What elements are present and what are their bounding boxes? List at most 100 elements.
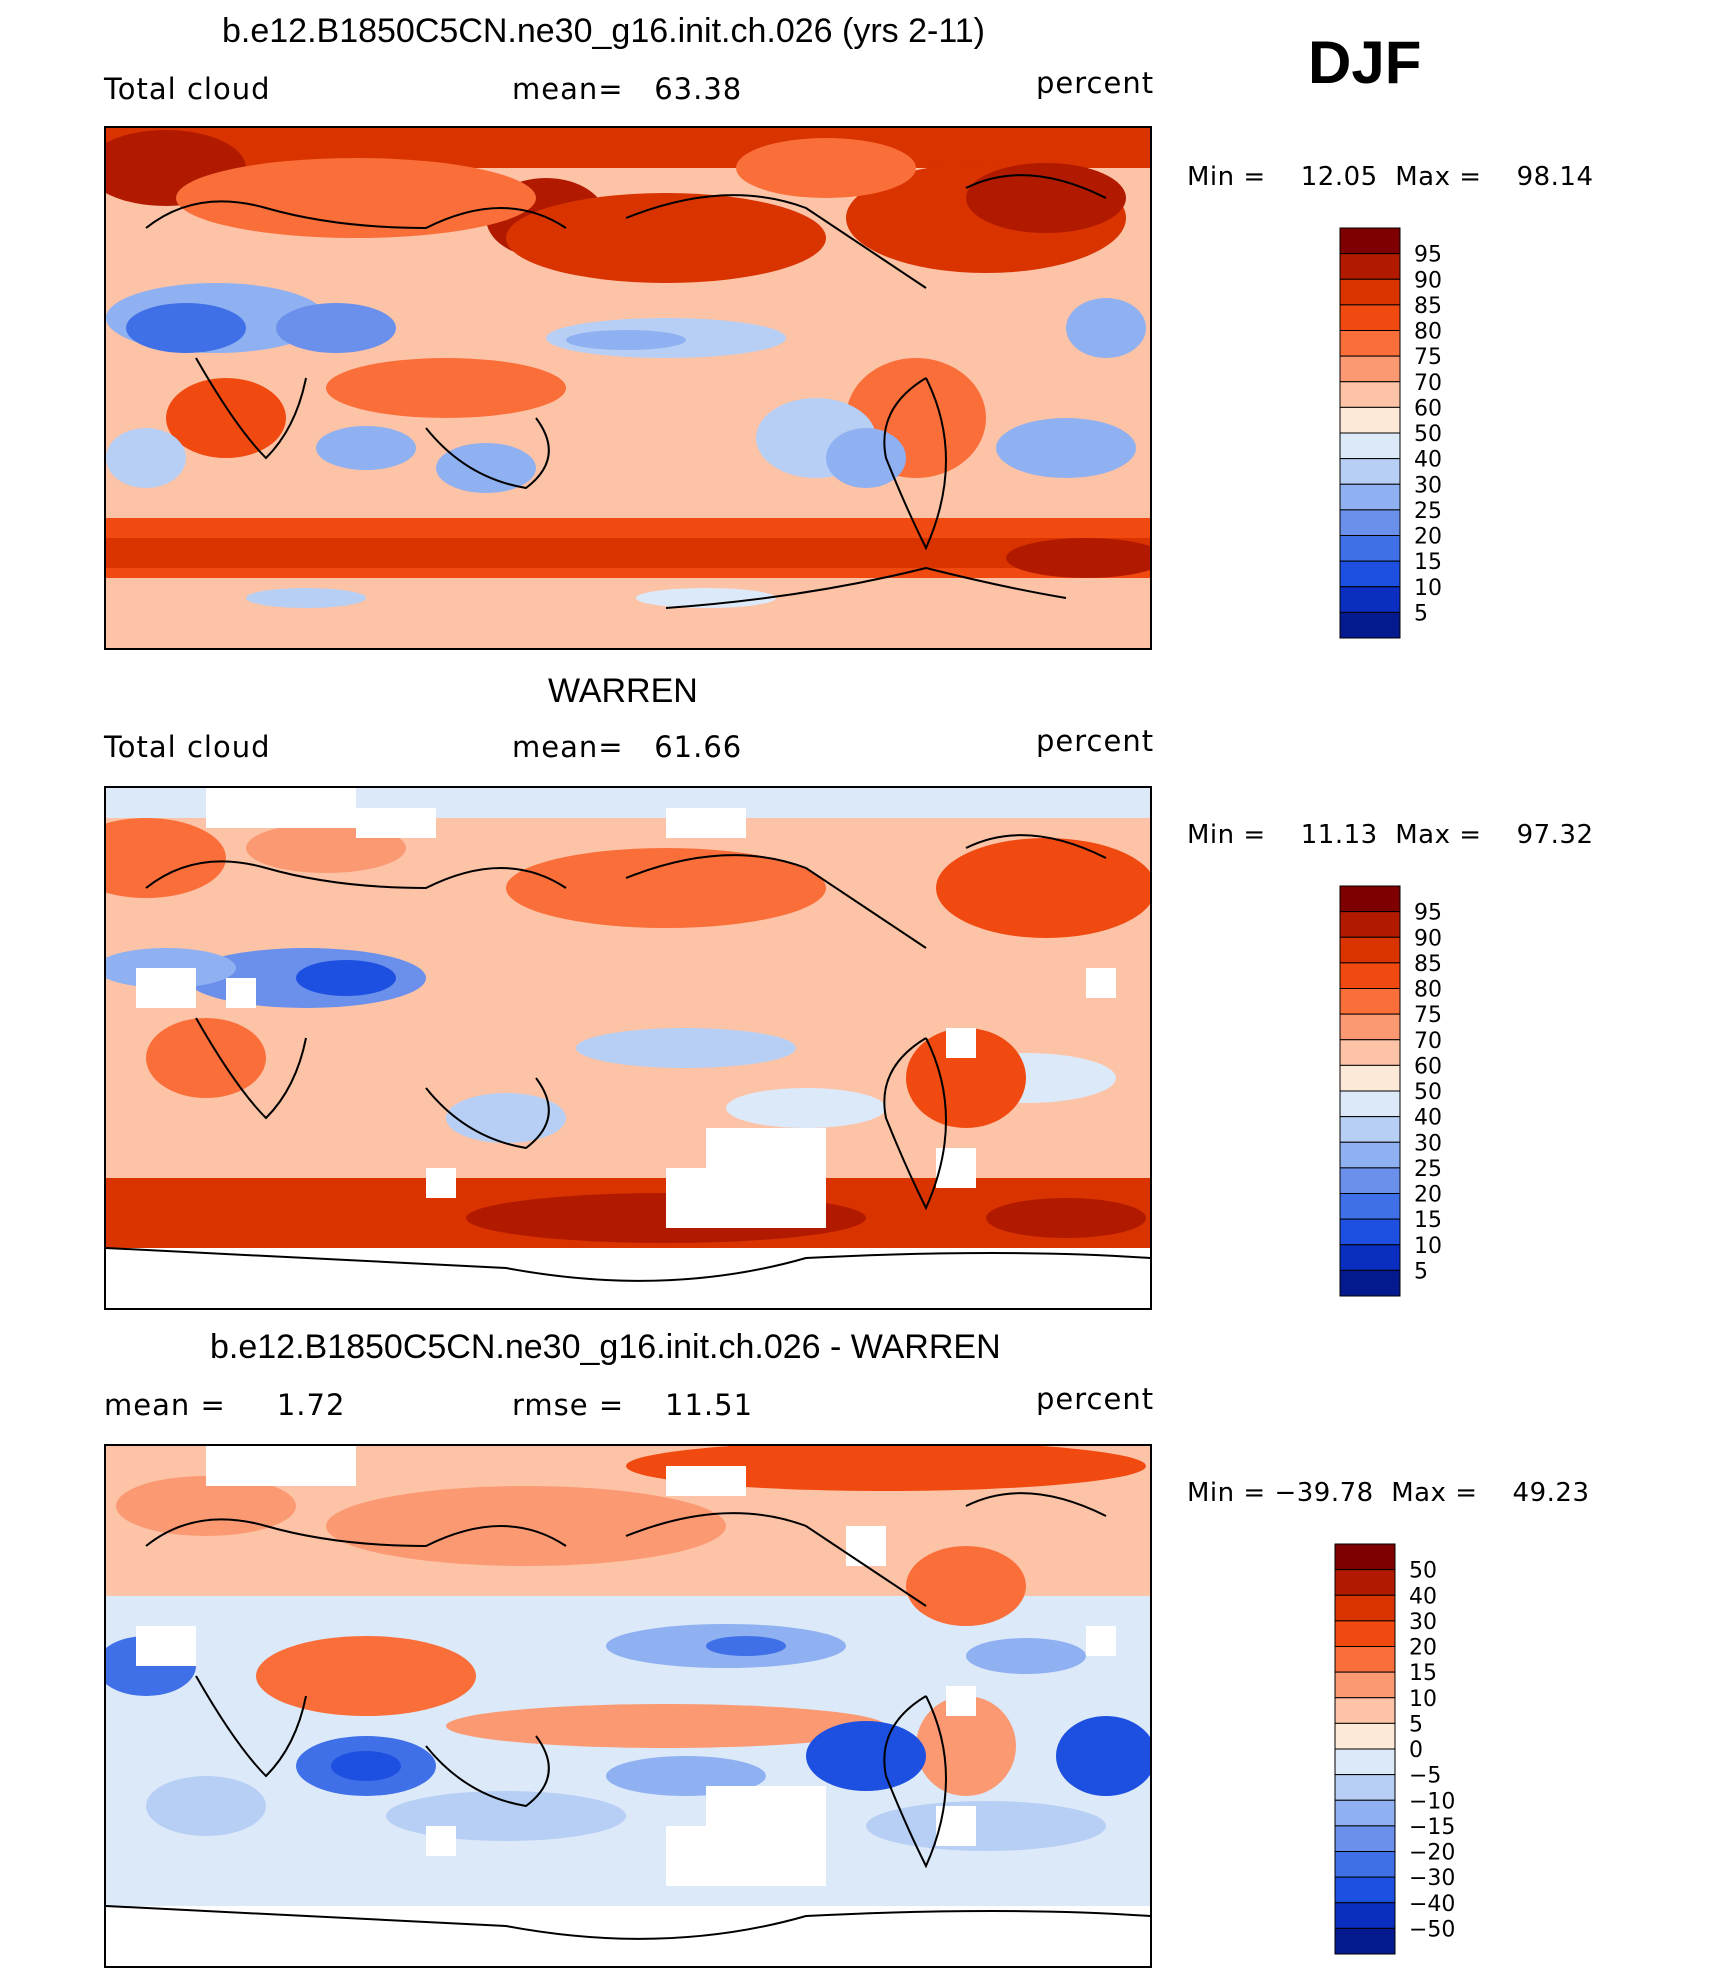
colorbar-swatch: [1339, 330, 1401, 357]
colorbar-tick-label: 30: [1414, 1131, 1442, 1156]
map-obs-field: [106, 788, 1150, 1308]
colorbar-diff: 50 40 30 20 15 10 5 0 −5 −10 −15 −20 −30 −40 −50: [1334, 1543, 1485, 1956]
colorbar-swatch: [1334, 1620, 1396, 1647]
colorbar-tick-label: −30: [1409, 1866, 1455, 1891]
colorbar-tick-label: 15: [1409, 1661, 1437, 1686]
season-label: DJF: [1308, 29, 1422, 96]
colorbar-swatch: [1339, 885, 1401, 913]
colorbar-tick-label: 70: [1414, 1029, 1442, 1054]
colorbar-swatch: [1339, 432, 1401, 460]
colorbar-swatch: [1334, 1851, 1396, 1878]
colorbar-tick-label: 50: [1409, 1559, 1437, 1584]
colorbar-tick-label: 20: [1409, 1636, 1437, 1661]
colorbar-swatch: [1339, 253, 1401, 280]
colorbar-swatch: [1339, 355, 1401, 383]
colorbar-swatch: [1334, 1543, 1396, 1571]
colorbar-tick-label: 5: [1414, 601, 1428, 626]
colorbar-swatch: [1334, 1569, 1396, 1596]
colorbar-tick-label: 15: [1414, 1208, 1442, 1233]
panel-units-label: percent: [1036, 724, 1155, 758]
colorbar-swatch: [1334, 1927, 1396, 1955]
colorbar-tick-label: 50: [1414, 1080, 1442, 1105]
colorbar-tick-label: 75: [1414, 1003, 1442, 1028]
colorbar-tick-label: 85: [1414, 294, 1442, 319]
colorbar-tick-label: 85: [1414, 952, 1442, 977]
colorbar-swatch: [1339, 560, 1401, 588]
panel-minmax: Min = −39.78 Max = 49.23: [1187, 1478, 1590, 1508]
colorbar-tick-label: 0: [1409, 1738, 1423, 1763]
colorbar-swatch: [1339, 1141, 1401, 1169]
colorbar-swatch: [1334, 1825, 1396, 1852]
colorbar-swatch: [1339, 936, 1401, 964]
colorbar-tick-label: 75: [1414, 345, 1442, 370]
colorbar-tick-label: 30: [1414, 473, 1442, 498]
colorbar-swatch: [1334, 1902, 1396, 1929]
colorbar-swatch: [1334, 1774, 1396, 1801]
colorbar-swatch: [1339, 1167, 1401, 1194]
colorbar-swatch: [1339, 406, 1401, 434]
colorbar-tick-label: −40: [1409, 1892, 1455, 1917]
map-model-field: [106, 128, 1150, 648]
colorbar-swatch: [1339, 509, 1401, 536]
panel-mean-label: mean = 1.72: [104, 1388, 346, 1422]
colorbar-swatch: [1339, 1244, 1401, 1271]
panel-mean-label: mean= 61.66: [512, 730, 743, 764]
colorbar-swatch: [1334, 1594, 1396, 1622]
colorbar-swatch: [1339, 1269, 1401, 1297]
panel-rmse-label: rmse = 11.51: [512, 1388, 754, 1422]
colorbar-swatch: [1334, 1671, 1396, 1699]
panel-title: b.e12.B1850C5CN.ne30_g16.init.ch.026 - W…: [210, 1328, 1001, 1366]
colorbar-swatch: [1339, 988, 1401, 1015]
colorbar-swatch: [1339, 1064, 1401, 1092]
map-model: [104, 126, 1152, 650]
colorbar-tick-label: 90: [1414, 268, 1442, 293]
colorbar-tick-label: 70: [1414, 371, 1442, 396]
colorbar-swatch: [1339, 1013, 1401, 1041]
colorbar-swatch: [1334, 1876, 1396, 1904]
colorbar-swatch: [1339, 1193, 1401, 1220]
colorbar-tick-label: 25: [1414, 1157, 1442, 1182]
colorbar-model: 95 90 85 80 75 70 60 50 40 30 25 20 15 10 5: [1339, 227, 1480, 640]
panel-title: b.e12.B1850C5CN.ne30_g16.init.ch.026 (yr…: [222, 12, 985, 50]
colorbar-swatch: [1339, 1090, 1401, 1118]
colorbar-tick-label: 30: [1409, 1610, 1437, 1635]
colorbar-tick-label: 5: [1414, 1259, 1428, 1284]
colorbar-tick-label: 15: [1414, 550, 1442, 575]
colorbar-tick-label: 10: [1414, 576, 1442, 601]
colorbar-swatch: [1339, 458, 1401, 485]
colorbar-swatch: [1339, 962, 1401, 989]
colorbar-tick-label: 10: [1409, 1687, 1437, 1712]
colorbar-tick-label: −5: [1409, 1764, 1441, 1789]
colorbar-swatch: [1339, 611, 1401, 639]
colorbar-swatch: [1339, 911, 1401, 938]
colorbar-tick-label: 95: [1414, 243, 1442, 268]
colorbar-swatch: [1334, 1799, 1396, 1827]
colorbar-swatch: [1339, 483, 1401, 511]
map-diff-field: [106, 1446, 1150, 1966]
map-obs: [104, 786, 1152, 1310]
colorbar-tick-label: 25: [1414, 499, 1442, 524]
colorbar-tick-label: 10: [1414, 1234, 1442, 1259]
colorbar-swatch: [1339, 381, 1401, 408]
colorbar-swatch: [1334, 1722, 1396, 1750]
colorbar-swatch: [1339, 1218, 1401, 1246]
colorbar-swatch: [1339, 586, 1401, 613]
colorbar-swatch: [1339, 278, 1401, 306]
panel-units-label: percent: [1036, 66, 1155, 100]
panel-title: WARREN: [548, 672, 698, 710]
colorbar-swatch: [1334, 1646, 1396, 1673]
colorbar-tick-label: 40: [1414, 448, 1442, 473]
colorbar-tick-label: 20: [1414, 1183, 1442, 1208]
colorbar-tick-label: 40: [1414, 1106, 1442, 1131]
colorbar-tick-label: 40: [1409, 1584, 1437, 1609]
colorbar-tick-label: 80: [1414, 978, 1442, 1003]
panel-variable-label: Total cloud: [104, 72, 271, 106]
colorbar-tick-label: −20: [1409, 1841, 1455, 1866]
colorbar-tick-label: 50: [1414, 422, 1442, 447]
colorbar-tick-label: 20: [1414, 525, 1442, 550]
colorbar-obs: 95 90 85 80 75 70 60 50 40 30 25 20 15 10 5: [1339, 885, 1480, 1298]
colorbar-tick-label: −15: [1409, 1815, 1455, 1840]
